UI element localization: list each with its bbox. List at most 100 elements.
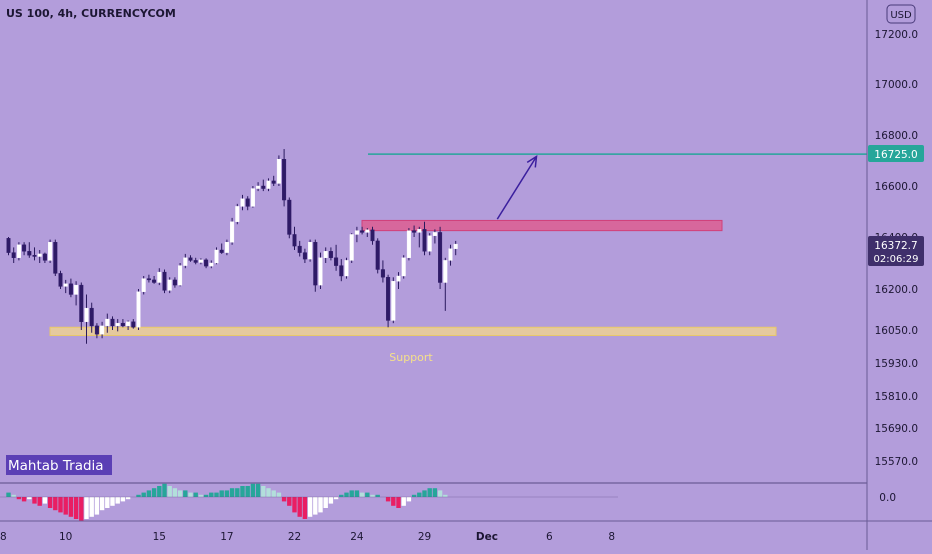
candle — [313, 239, 318, 292]
oscillator-bar — [318, 497, 323, 513]
projection-arrow — [496, 155, 538, 220]
candle — [266, 178, 271, 192]
oscillator-bar — [79, 497, 84, 522]
candle — [344, 257, 349, 279]
oscillator-bar — [261, 486, 266, 497]
oscillator-bar — [333, 497, 339, 500]
oscillator-bar — [271, 490, 276, 497]
oscillator-bar — [37, 497, 42, 506]
candle — [136, 289, 141, 330]
candle — [100, 321, 105, 339]
candle — [297, 240, 302, 257]
oscillator-bar — [94, 497, 100, 515]
oscillator-bar — [250, 483, 256, 497]
candle — [162, 269, 167, 294]
target-price-badge: 16725.0 — [868, 145, 924, 162]
candle — [365, 228, 370, 237]
candle — [401, 255, 406, 279]
oscillator-bar — [53, 497, 58, 511]
candle — [115, 319, 120, 332]
oscillator-bar — [349, 490, 354, 497]
candle — [131, 319, 136, 329]
currency-label: USD — [890, 10, 912, 21]
oscillator-bar — [235, 488, 240, 497]
support-label: Support — [389, 351, 433, 364]
oscillator-bar — [359, 492, 365, 497]
last-price-badge: 16372.7 02:06:29 — [868, 236, 924, 266]
candle — [271, 175, 276, 186]
candle — [287, 197, 292, 239]
currency-button[interactable]: USD — [886, 4, 916, 24]
candle — [391, 277, 396, 324]
candle — [74, 281, 79, 306]
oscillator-bar — [224, 490, 230, 497]
oscillator-bar — [68, 497, 74, 517]
oscillator-bar — [32, 497, 37, 504]
oscillator-bar — [385, 497, 391, 502]
oscillator-bar — [27, 497, 32, 500]
candle — [370, 226, 375, 245]
candle — [292, 226, 297, 250]
oscillator-bar — [47, 497, 53, 508]
candle — [282, 149, 287, 207]
oscillator-histogram — [0, 483, 618, 522]
oscillator-bar — [172, 488, 178, 497]
oscillator-bar — [422, 490, 427, 497]
oscillator-bar — [42, 497, 48, 504]
time-tick-label: 24 — [350, 531, 364, 543]
oscillator-tick-label: 0.0 — [879, 492, 896, 504]
oscillator-bar — [177, 490, 183, 497]
oscillator-bar — [209, 492, 214, 497]
candle — [219, 243, 224, 254]
candle — [417, 226, 422, 248]
oscillator-bar — [193, 492, 198, 497]
oscillator-bar — [432, 488, 438, 497]
time-tick-label: 29 — [418, 531, 431, 543]
oscillator-bar — [115, 497, 120, 504]
price-tick-label: 16800.0 — [875, 130, 918, 142]
candle — [11, 247, 16, 263]
candle — [152, 276, 157, 284]
candle — [42, 252, 47, 263]
oscillator-bar — [365, 492, 370, 497]
candle — [172, 277, 177, 288]
candle — [183, 253, 188, 269]
candle — [432, 229, 437, 244]
candle — [58, 270, 63, 289]
candle — [188, 255, 193, 262]
last-price-label: 16372.7 — [874, 240, 917, 252]
oscillator-bar — [391, 497, 396, 506]
candle — [276, 155, 281, 186]
candle — [245, 196, 250, 211]
oscillator-bar — [375, 494, 380, 497]
oscillator-bar — [396, 497, 401, 508]
oscillator-bar — [240, 486, 245, 497]
oscillator-bar — [411, 494, 417, 497]
oscillator-bar — [328, 497, 334, 504]
watermark: Mahtab Tradia — [6, 455, 112, 475]
candle — [94, 323, 99, 339]
time-tick-label: 10 — [59, 531, 72, 543]
oscillator-bar — [151, 488, 157, 497]
oscillator-bar — [287, 497, 292, 506]
levels-layer — [49, 153, 867, 336]
candle — [235, 203, 240, 225]
candle — [167, 277, 172, 294]
oscillator-bar — [255, 483, 261, 497]
candle — [126, 320, 131, 330]
oscillator-bar — [323, 497, 328, 508]
candle — [27, 242, 32, 258]
oscillator-bar — [110, 497, 115, 506]
candle — [63, 279, 68, 294]
price-tick-label: 15570.0 — [875, 456, 918, 468]
oscillator-bar — [198, 494, 204, 497]
oscillator-bar — [6, 492, 11, 497]
candle — [120, 319, 125, 328]
candle — [204, 258, 209, 269]
oscillator-bar — [229, 488, 235, 497]
candle — [380, 260, 385, 283]
candle — [110, 316, 115, 330]
candle — [68, 278, 73, 298]
